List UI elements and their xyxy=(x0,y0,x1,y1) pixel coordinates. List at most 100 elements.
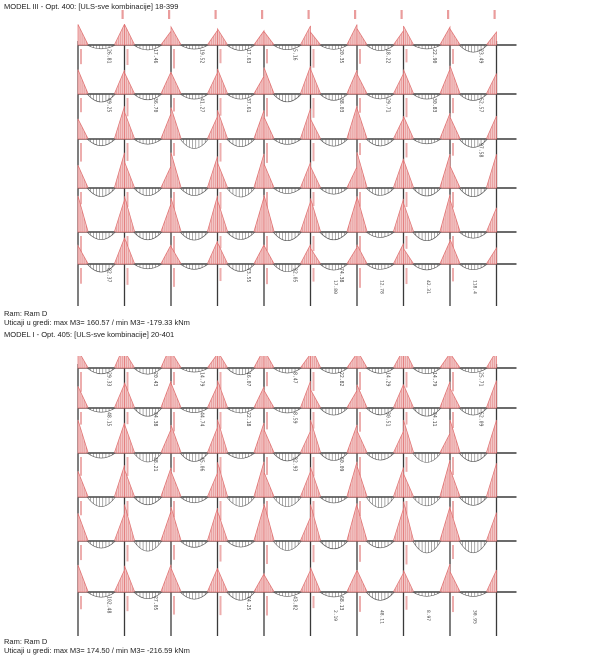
support-moment-left xyxy=(77,386,89,409)
support-value-mark xyxy=(452,143,454,156)
support-moment-right xyxy=(253,197,265,233)
span-moment-value: 37.61 xyxy=(245,98,251,113)
support-value-mark xyxy=(359,372,361,390)
span-moment-value: 14.29 xyxy=(384,372,390,387)
support-moment-left xyxy=(449,508,461,542)
support-moment-right xyxy=(253,29,265,46)
support-value-mark xyxy=(173,192,175,210)
span-moment-curve xyxy=(412,452,442,463)
span-moment-curve xyxy=(225,540,256,548)
support-moment-left xyxy=(124,382,136,409)
support-value-mark xyxy=(126,143,129,161)
support-moment-right xyxy=(160,203,172,233)
support-value-mark xyxy=(452,98,454,114)
support-moment-left xyxy=(403,25,415,46)
span-moment-curve xyxy=(458,231,489,239)
support-value-mark xyxy=(359,192,361,207)
support-value-mark xyxy=(219,192,222,209)
support-moment-right xyxy=(206,29,218,46)
support-moment-left xyxy=(124,72,136,95)
support-moment-left xyxy=(449,387,461,409)
support-moment-right xyxy=(253,110,265,140)
support-moment-right xyxy=(439,506,451,542)
support-moment-left xyxy=(403,356,415,369)
support-value-mark xyxy=(219,457,222,477)
span-moment-curve xyxy=(225,452,256,459)
support-value-mark xyxy=(261,10,264,19)
span-moment-curve xyxy=(319,540,349,550)
span-moment-curve xyxy=(179,496,210,504)
support-moment-right xyxy=(113,69,125,95)
support-value-mark xyxy=(121,10,124,19)
span-moment-value: 74.38 xyxy=(338,268,344,283)
support-value-mark xyxy=(405,268,408,285)
support-value-mark xyxy=(452,501,454,519)
support-moment-left xyxy=(449,199,461,233)
support-moment-right xyxy=(346,503,358,542)
support-value-mark xyxy=(266,192,268,211)
support-moment-right xyxy=(439,68,451,95)
span-moment-curve xyxy=(365,540,396,549)
model2-moment-diagram: 29.33 20.43 14.79 16.07 8.47 22.82 14.29 14.79 2… xyxy=(77,356,517,636)
span-moment-value: 44.74 xyxy=(198,412,204,427)
support-moment-right xyxy=(346,389,358,409)
span-moment-value: 49.25 xyxy=(105,98,111,113)
support-moment-right xyxy=(299,569,311,593)
span-moment-value: 18.22 xyxy=(384,49,390,64)
support-moment-right xyxy=(206,195,218,233)
support-moment-left xyxy=(310,118,322,140)
support-moment-left xyxy=(310,247,322,265)
support-moment-left xyxy=(356,569,368,593)
support-value-mark xyxy=(405,236,408,249)
span-moment-value: 97.58 xyxy=(477,143,483,158)
support-moment-left xyxy=(449,165,461,189)
support-moment-left xyxy=(356,27,368,46)
support-value-mark xyxy=(126,268,129,285)
support-value-mark xyxy=(168,10,171,19)
support-moment-right xyxy=(253,74,265,95)
span-moment-value: 8.59 xyxy=(291,412,297,424)
support-moment-left xyxy=(77,69,89,95)
support-moment-right xyxy=(346,24,358,46)
support-moment-left xyxy=(310,567,322,593)
support-moment-right xyxy=(392,73,404,95)
support-value-mark xyxy=(452,457,454,476)
support-value-mark xyxy=(173,412,175,432)
span-moment-value: 74.25 xyxy=(245,596,251,611)
span-moment-curve xyxy=(365,452,396,461)
support-moment-left xyxy=(310,467,322,498)
span-moment-value: 36.70 xyxy=(152,98,158,113)
support-value-mark xyxy=(452,596,454,613)
support-value-mark xyxy=(266,545,268,564)
span-moment-curve xyxy=(458,540,488,554)
support-moment-right xyxy=(392,198,404,233)
span-moment-curve xyxy=(132,138,163,145)
support-value-mark xyxy=(80,143,82,162)
span-moment-curve xyxy=(86,540,117,549)
support-value-mark xyxy=(405,143,408,158)
span-moment-value: 43.82 xyxy=(291,596,297,611)
support-value-mark xyxy=(312,412,315,429)
support-moment-right xyxy=(485,419,497,454)
support-moment-right xyxy=(113,513,125,542)
support-moment-left xyxy=(449,356,461,369)
span-moment-curve xyxy=(179,591,210,600)
support-value-mark xyxy=(405,501,408,516)
support-value-mark xyxy=(80,98,82,113)
support-moment-right xyxy=(439,563,451,593)
span-moment-value: 25.71 xyxy=(477,372,483,387)
span-moment-value: 32.05 xyxy=(291,268,297,283)
support-moment-right xyxy=(485,73,497,95)
span-moment-value: 68.13 xyxy=(338,596,344,611)
support-moment-right xyxy=(113,199,125,233)
support-moment-left xyxy=(310,31,322,46)
span-moment-curve xyxy=(412,187,442,197)
support-moment-right xyxy=(206,72,218,95)
span-moment-curve xyxy=(318,187,349,195)
support-moment-left xyxy=(356,384,368,409)
span-moment-value: 45.06 xyxy=(198,457,204,472)
span-moment-value: 22.82 xyxy=(338,372,344,387)
support-moment-left xyxy=(217,27,229,46)
span-moment-curve xyxy=(318,407,349,416)
support-moment-right xyxy=(299,380,311,409)
